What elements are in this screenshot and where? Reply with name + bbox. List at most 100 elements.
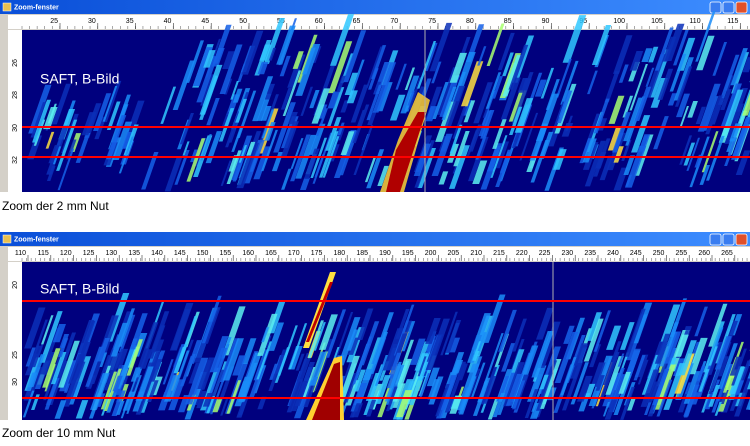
echo-streak — [182, 141, 190, 156]
echo-streak — [196, 56, 218, 103]
echo-streak — [747, 371, 750, 379]
echo-streak — [369, 331, 389, 374]
echo-streak — [170, 309, 191, 350]
flaw-root — [312, 362, 340, 420]
echo-streak — [618, 371, 631, 394]
echo-streak — [697, 83, 721, 132]
echo-streak — [340, 100, 350, 113]
echo-streak — [172, 60, 195, 111]
echo-streak — [325, 309, 347, 358]
echo-streak — [366, 149, 385, 189]
ruler-label: 265 — [721, 250, 733, 257]
echo-streak — [126, 375, 142, 414]
echo-streak — [531, 331, 554, 378]
echo-streak — [25, 347, 36, 367]
echo-streak — [431, 133, 453, 177]
echo-streak — [638, 134, 651, 152]
echo-streak — [487, 397, 500, 420]
close-button[interactable] — [735, 1, 748, 14]
ruler-label: 175 — [311, 250, 323, 257]
echo-streak — [116, 401, 125, 415]
echo-streak — [678, 340, 697, 376]
echo-streak — [473, 82, 493, 124]
ruler-label: 240 — [607, 250, 619, 257]
echo-streak — [511, 72, 534, 124]
echo-streak — [742, 57, 750, 73]
echo-streak — [257, 313, 278, 356]
ruler-label: 25 — [12, 351, 19, 359]
echo-streak — [449, 395, 463, 414]
echo-streak — [731, 348, 747, 386]
echo-streak — [629, 63, 648, 111]
echo-streak — [416, 41, 437, 89]
echo-streak — [619, 322, 635, 350]
echo-streak — [350, 84, 369, 123]
echo-streak — [707, 341, 723, 375]
echo-streak — [365, 46, 383, 88]
echo-streak — [607, 127, 622, 151]
echo-streak — [716, 363, 734, 402]
echo-streak — [252, 76, 274, 122]
y-ruler — [8, 262, 22, 420]
echo-streak — [584, 383, 596, 398]
echo-streak — [539, 131, 554, 159]
echo-streak — [623, 97, 643, 142]
echo-streak — [742, 93, 750, 116]
echo-streak — [85, 346, 103, 387]
echo-streak — [66, 361, 86, 398]
echo-streak — [480, 109, 495, 139]
minimize-button[interactable] — [709, 1, 722, 14]
ruler-label: 185 — [356, 250, 368, 257]
echo-streak — [656, 349, 676, 396]
ruler-label: 20 — [12, 281, 19, 289]
echo-streak — [336, 75, 346, 93]
echo-streak — [81, 112, 97, 136]
close-button[interactable] — [735, 233, 748, 246]
echo-streak — [534, 79, 547, 97]
echo-streak — [708, 327, 724, 365]
maximize-button[interactable] — [722, 1, 735, 14]
echo-streak — [514, 98, 534, 133]
echo-streak — [421, 78, 432, 97]
echo-streak — [395, 63, 407, 90]
echo-streak — [292, 51, 304, 69]
echo-streak — [48, 145, 60, 164]
echo-streak — [241, 30, 264, 75]
echo-streak — [683, 371, 701, 404]
echo-streak — [745, 397, 750, 410]
echo-streak — [186, 138, 206, 182]
echo-streak — [315, 108, 328, 137]
echo-streak — [111, 390, 126, 417]
maximize-button[interactable] — [722, 233, 735, 246]
echo-streak — [106, 101, 121, 130]
minimize-button[interactable] — [709, 233, 722, 246]
echo-streak — [593, 310, 611, 352]
echo-streak — [460, 61, 484, 107]
echo-streak — [232, 355, 247, 376]
echo-streak — [608, 95, 625, 124]
y-ruler — [8, 30, 22, 192]
echo-streak — [482, 294, 506, 343]
echo-streak — [201, 295, 222, 344]
echo-streak — [346, 90, 358, 104]
echo-streak — [328, 41, 353, 94]
echo-streak — [502, 52, 514, 77]
echo-streak — [352, 104, 370, 144]
echo-streak — [41, 315, 54, 345]
echo-streak — [268, 322, 285, 351]
echo-streak — [342, 30, 367, 83]
echo-streak — [261, 327, 270, 343]
echo-streak — [407, 90, 416, 106]
echo-streak — [261, 109, 275, 139]
echo-streak — [604, 399, 618, 420]
echo-streak — [202, 393, 214, 407]
ruler-label: 35 — [126, 18, 134, 25]
echo-streak — [425, 318, 450, 370]
echo-streak — [102, 85, 118, 122]
echo-streak — [313, 322, 326, 351]
echo-streak — [570, 362, 589, 405]
echo-streak — [307, 320, 324, 359]
echo-streak — [708, 346, 719, 366]
echo-streak — [728, 366, 747, 400]
echo-streak — [351, 403, 363, 418]
